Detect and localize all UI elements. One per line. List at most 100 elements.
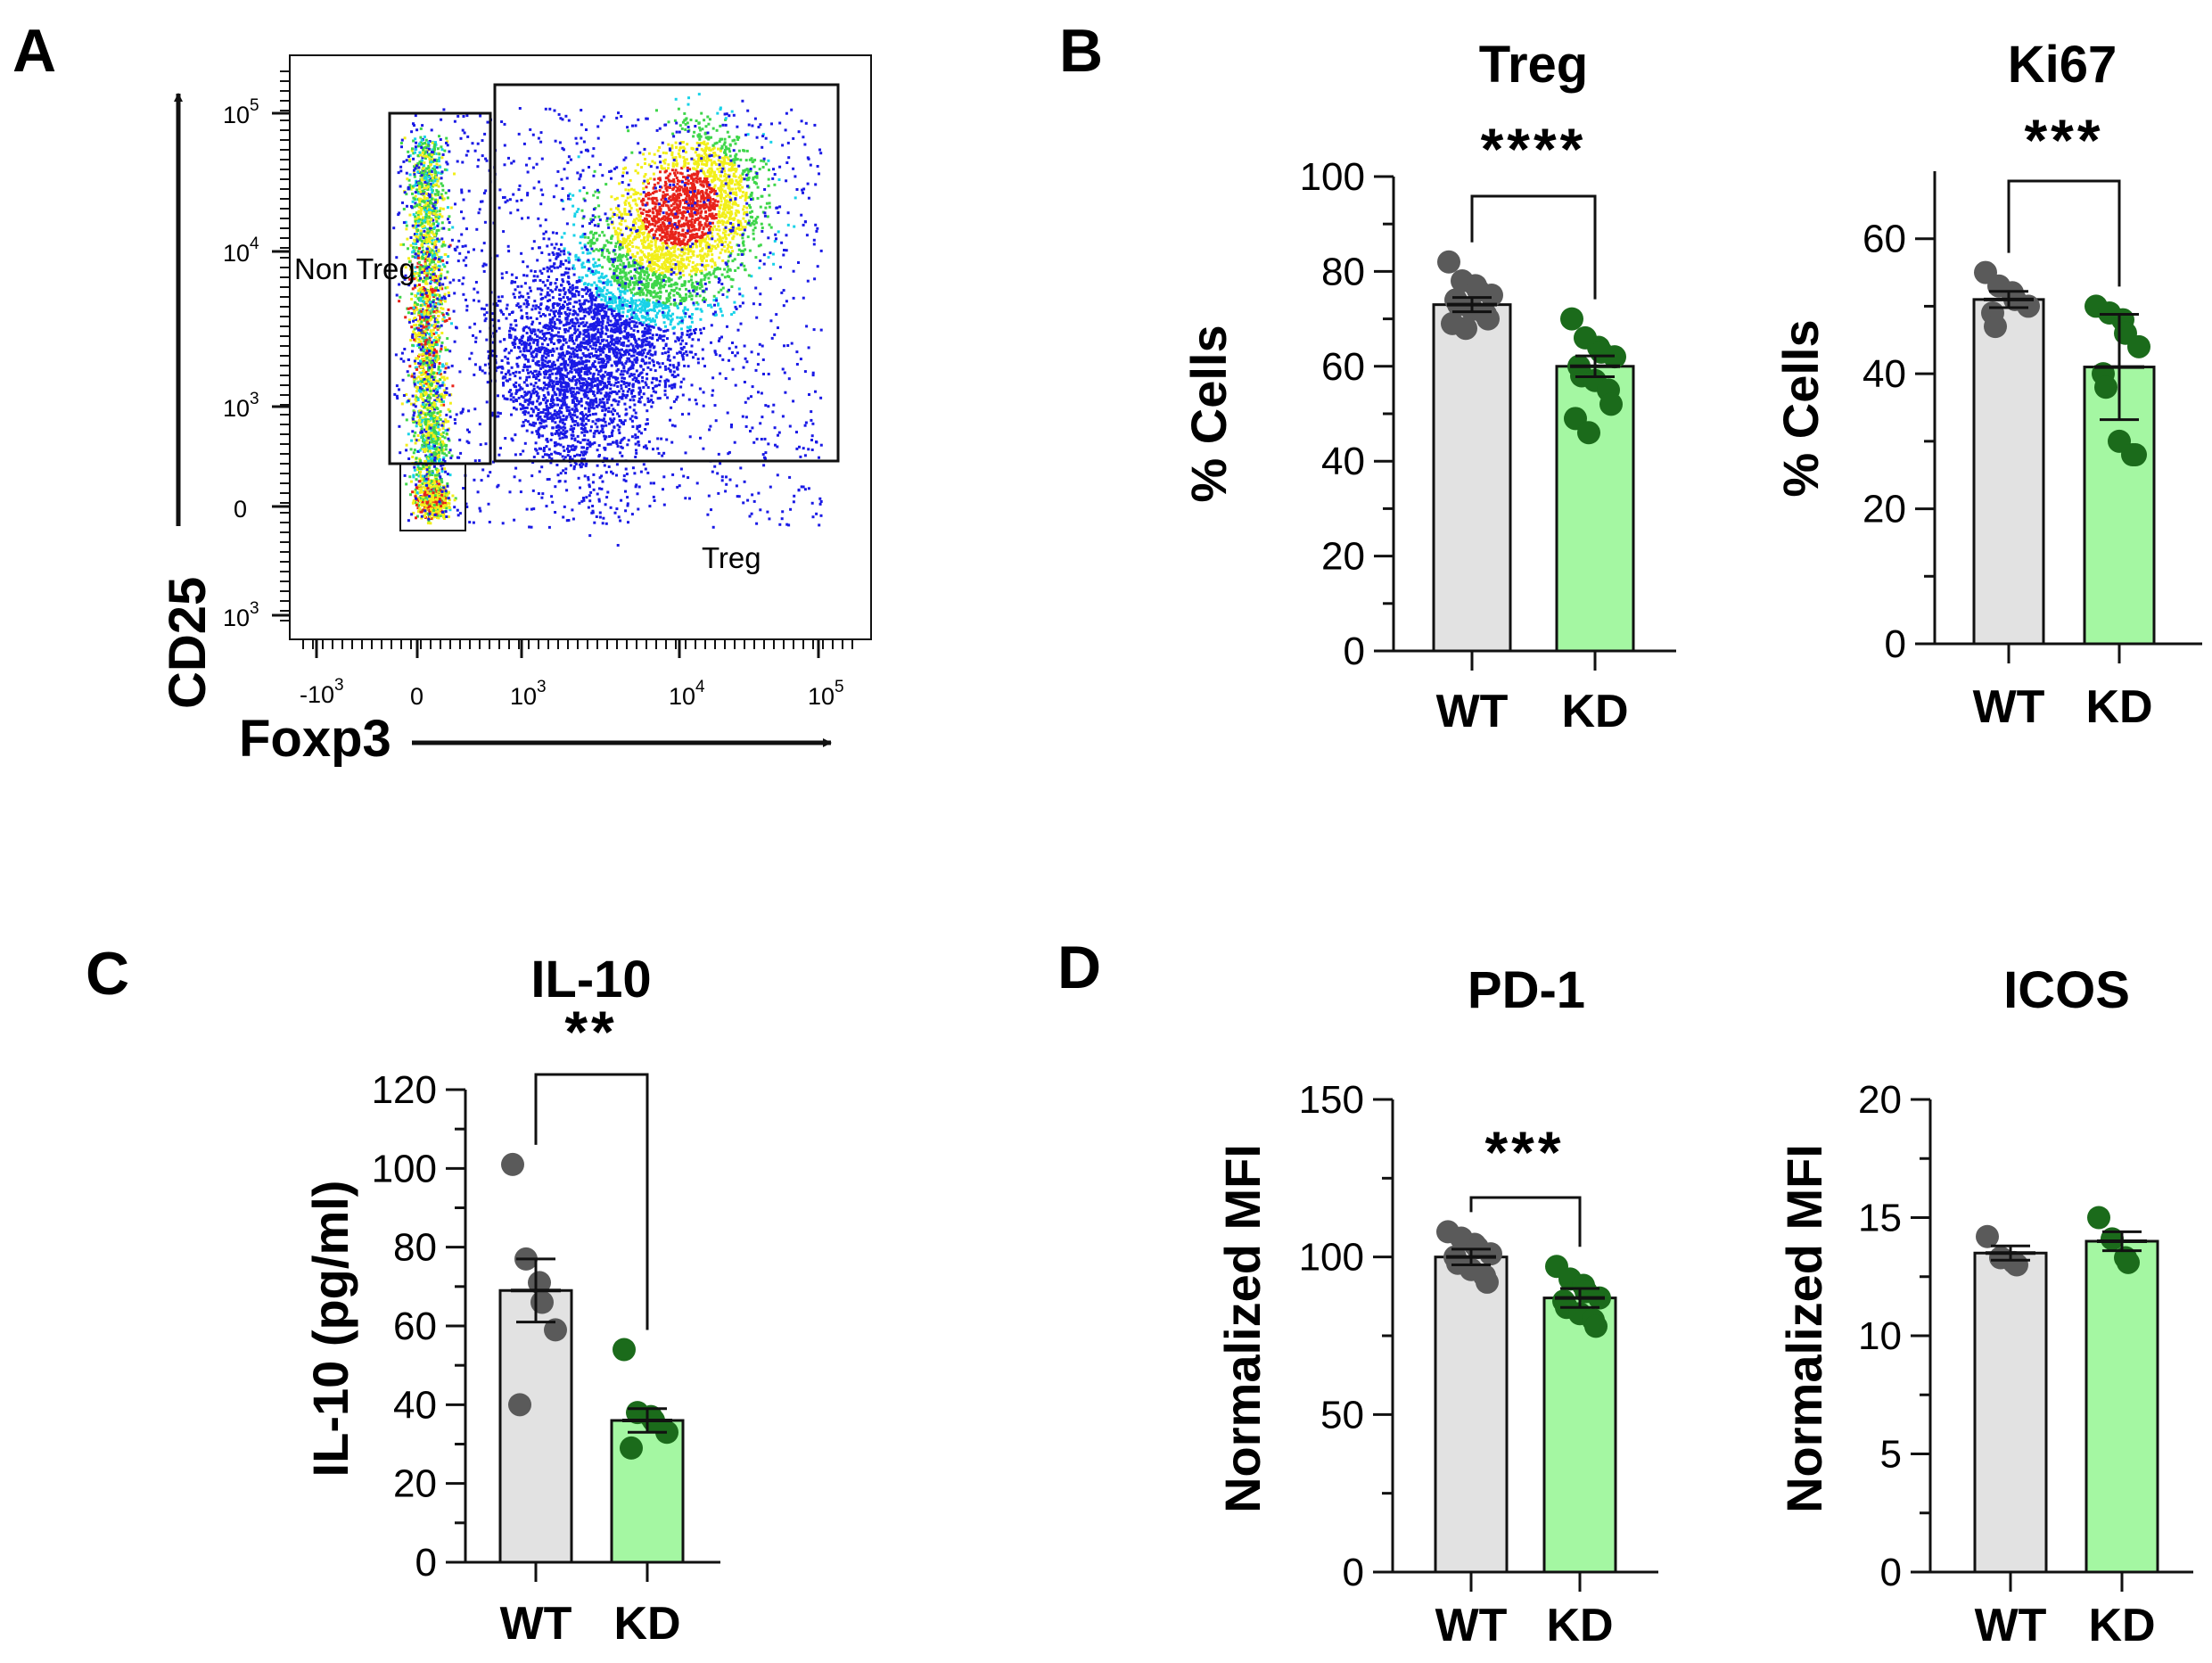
flow-event-dot — [438, 293, 441, 297]
flow-event-dot — [736, 158, 739, 161]
flow-event-dot — [440, 443, 443, 447]
flow-event-dot — [430, 430, 433, 433]
flow-event-dot — [602, 431, 604, 434]
flow-event-dot — [422, 343, 424, 347]
flow-event-dot — [716, 243, 720, 247]
flow-event-dot — [673, 424, 677, 428]
flow-event-dot — [671, 246, 675, 249]
flow-event-dot — [689, 186, 692, 190]
flow-event-dot — [684, 210, 687, 214]
flow-event-dot — [439, 350, 442, 353]
flow-event-dot — [415, 284, 419, 288]
flow-event-dot — [696, 172, 700, 176]
flow-event-dot — [415, 272, 419, 276]
flow-dot-cloud — [392, 93, 823, 547]
flow-event-dot — [688, 328, 692, 332]
flow-event-dot — [530, 352, 533, 355]
flow-event-dot — [660, 304, 663, 308]
flow-event-dot — [443, 300, 447, 303]
flow-event-dot — [562, 280, 565, 284]
flow-event-dot — [439, 213, 442, 216]
flow-event-dot — [587, 242, 590, 245]
flow-event-dot — [422, 142, 424, 145]
flow-event-dot — [663, 302, 667, 306]
flow-event-dot — [622, 474, 626, 478]
flow-event-dot — [631, 255, 635, 259]
flow-event-dot — [587, 283, 590, 286]
flow-event-dot — [552, 367, 555, 371]
flow-event-dot — [432, 417, 435, 421]
flow-event-dot — [419, 224, 423, 227]
flow-event-dot — [429, 373, 432, 376]
flow-event-dot — [572, 365, 576, 368]
flow-event-dot — [711, 212, 714, 216]
flow-event-dot — [443, 378, 447, 382]
flow-event-dot — [419, 423, 423, 426]
flow-event-dot — [586, 366, 589, 370]
flow-event-dot — [621, 348, 623, 351]
flow-event-dot — [451, 494, 455, 498]
flow-event-dot — [417, 338, 421, 342]
flow-event-dot — [433, 423, 437, 426]
flow-event-dot — [554, 421, 557, 424]
flow-event-dot — [667, 143, 670, 146]
flow-event-dot — [678, 205, 681, 209]
flow-event-dot — [444, 366, 448, 370]
flow-event-dot — [637, 392, 641, 396]
flow-event-dot — [608, 394, 612, 398]
flow-event-dot — [436, 179, 440, 183]
flow-event-dot — [652, 257, 655, 260]
flow-event-dot — [428, 251, 432, 255]
flow-event-dot — [413, 468, 416, 472]
flow-event-dot — [427, 375, 431, 379]
flow-event-dot — [420, 178, 423, 182]
flow-event-dot — [435, 478, 438, 481]
flow-event-dot — [794, 196, 797, 200]
flow-event-dot — [418, 386, 422, 390]
flow-event-dot — [473, 287, 476, 291]
flow-event-dot — [423, 154, 427, 158]
flow-event-dot — [727, 173, 730, 177]
flow-event-dot — [555, 317, 559, 321]
flow-event-dot — [672, 240, 676, 243]
flow-event-dot — [661, 265, 664, 268]
flow-event-dot — [616, 385, 620, 388]
flow-event-dot — [681, 228, 685, 232]
flow-event-dot — [667, 251, 670, 253]
flow-event-dot — [676, 395, 679, 399]
flow-event-dot — [596, 196, 599, 200]
flow-event-dot — [420, 138, 423, 142]
flow-event-dot — [543, 386, 547, 390]
flow-event-dot — [432, 160, 435, 163]
flow-event-dot — [630, 241, 634, 244]
flow-event-dot — [417, 205, 421, 209]
flow-event-dot — [433, 264, 437, 268]
flow-event-dot — [415, 326, 419, 330]
flow-event-dot — [670, 204, 673, 208]
flow-event-dot — [450, 322, 453, 325]
flow-event-dot — [624, 277, 628, 281]
flow-event-dot — [431, 291, 434, 294]
flow-event-dot — [537, 348, 540, 351]
flow-event-dot — [594, 261, 597, 265]
flow-event-dot — [432, 458, 435, 462]
flow-event-dot — [552, 380, 555, 383]
flow-event-dot — [442, 456, 446, 459]
flow-event-dot — [408, 213, 412, 217]
flow-event-dot — [437, 333, 440, 337]
flow-event-dot — [421, 448, 424, 451]
flow-event-dot — [420, 145, 423, 149]
flow-event-dot — [437, 217, 440, 220]
flow-event-dot — [750, 275, 753, 278]
flow-event-dot — [448, 294, 451, 298]
flow-event-dot — [608, 258, 612, 260]
flow-event-dot — [642, 246, 646, 250]
flow-event-dot — [673, 171, 676, 175]
flow-event-dot — [434, 387, 438, 391]
flow-event-dot — [723, 233, 727, 236]
flow-event-dot — [578, 299, 581, 302]
flow-event-dot — [416, 357, 420, 360]
flow-event-dot — [441, 381, 445, 384]
flow-event-dot — [591, 403, 595, 407]
flow-event-dot — [414, 501, 417, 504]
